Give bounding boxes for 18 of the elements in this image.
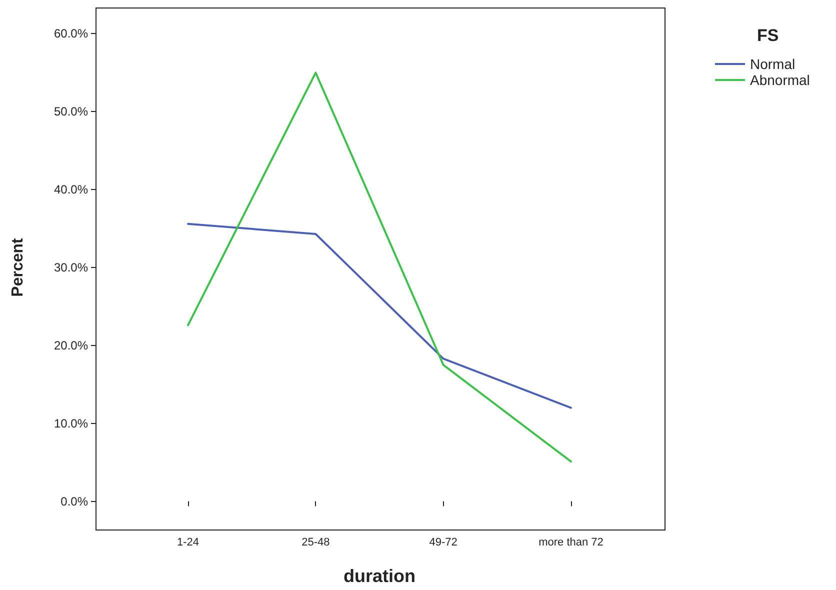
y-tick-label: 10.0% [54, 416, 88, 430]
y-tick-label: 40.0% [54, 182, 88, 197]
legend-label: Normal [750, 56, 796, 72]
y-axis-title: Percent [10, 237, 26, 297]
legend-title: FS [757, 26, 779, 45]
x-tick-label: more than 72 [538, 536, 604, 548]
line-series [187, 222, 572, 409]
y-tick-label: 20.0% [54, 338, 88, 352]
y-tick-label: 0.0% [60, 494, 88, 508]
x-tick-label: 1-24 [176, 536, 200, 548]
y-tick-label: 50.0% [54, 104, 88, 119]
y-tick-label: 30.0% [54, 260, 88, 274]
legend-label: Abnormal [750, 72, 810, 88]
line-series [187, 72, 572, 463]
x-axis-title: duration [344, 566, 416, 586]
x-tick-label: 25-48 [302, 536, 330, 548]
x-tick-label: 49-72 [429, 536, 458, 548]
y-tick-label: 60.0% [54, 26, 88, 41]
